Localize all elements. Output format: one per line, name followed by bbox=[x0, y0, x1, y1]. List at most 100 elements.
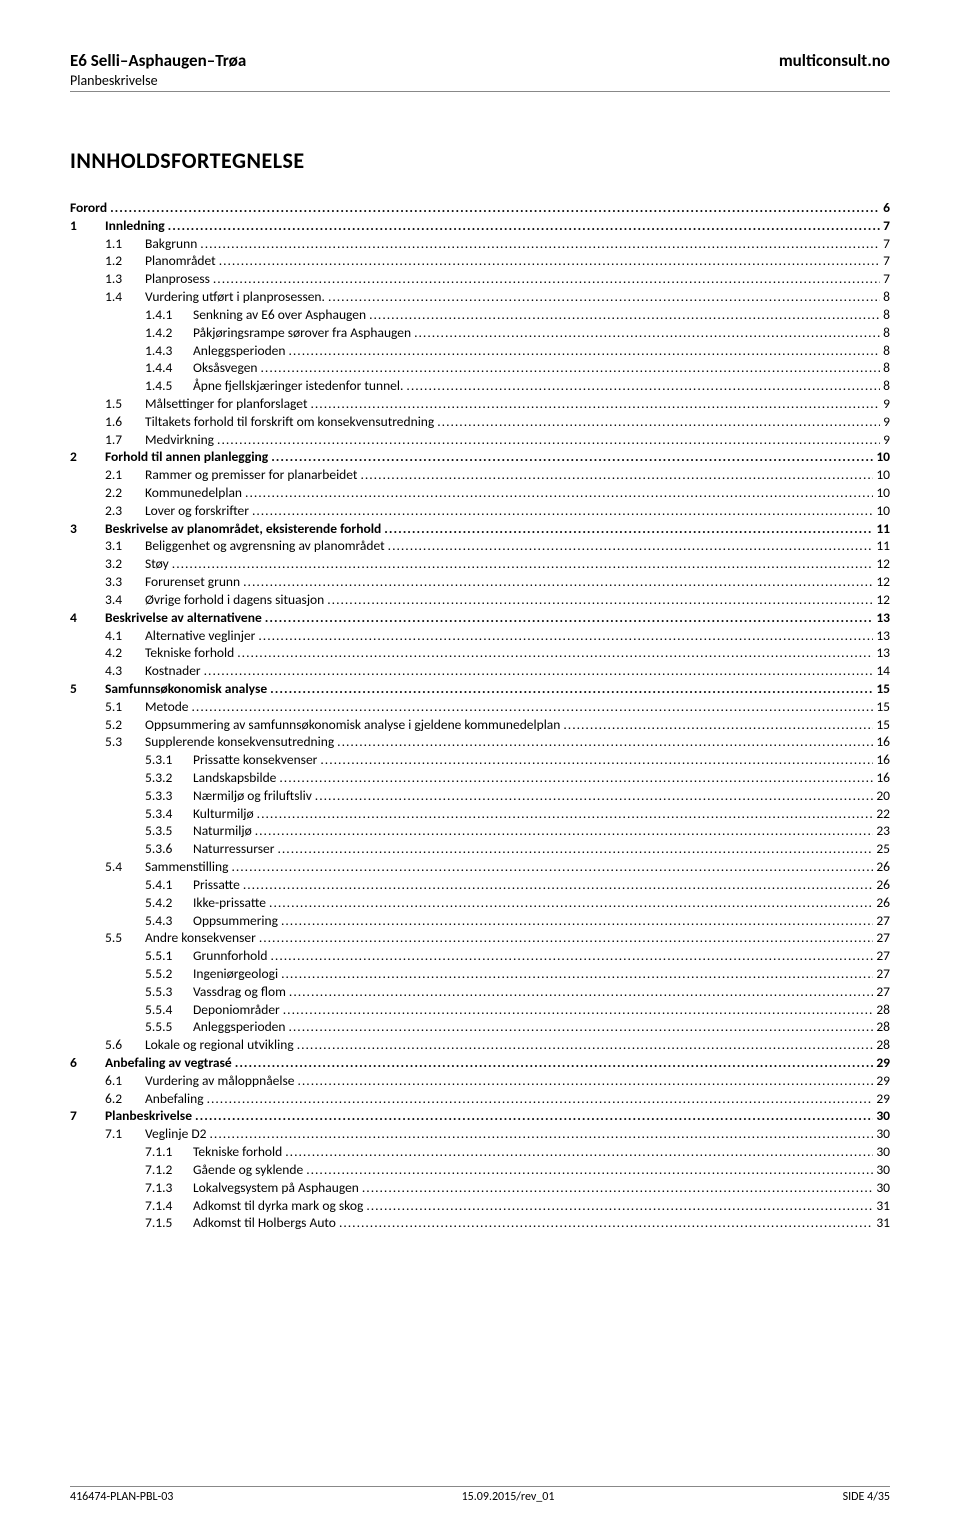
toc-entry-number: 6 bbox=[70, 1054, 105, 1072]
toc-entry-page: 26 bbox=[876, 876, 890, 894]
toc-entry-number: 7.1.4 bbox=[145, 1197, 193, 1215]
footer-docref: 416474-PLAN-PBL-03 bbox=[70, 1490, 173, 1504]
toc-entry: 1.4.1Senkning av E6 over Asphaugen8 bbox=[70, 306, 890, 324]
toc-entry: 5.5.5Anleggsperioden28 bbox=[70, 1018, 890, 1036]
toc-entry: 1.3Planprosess7 bbox=[70, 270, 890, 288]
toc-entry-number: 5.5.3 bbox=[145, 983, 193, 1001]
toc-entry-number: 4.1 bbox=[105, 627, 145, 645]
toc-leader-dots bbox=[285, 1143, 873, 1161]
toc-leader-dots bbox=[271, 947, 874, 965]
toc-entry-label: Sammenstilling bbox=[145, 858, 228, 876]
toc-entry-number: 1.4.4 bbox=[145, 359, 193, 377]
toc-entry-number: 3.3 bbox=[105, 573, 145, 591]
toc-entry-number: 5.4.3 bbox=[145, 912, 193, 930]
toc-leader-dots bbox=[258, 627, 873, 645]
toc-entry-label: Senkning av E6 over Asphaugen bbox=[193, 306, 366, 324]
toc-entry: 5.5.3Vassdrag og flom27 bbox=[70, 983, 890, 1001]
header-title: E6 Selli–Asphaugen–Trøa bbox=[70, 50, 246, 71]
footer-page: SIDE 4/35 bbox=[843, 1490, 890, 1504]
toc-leader-dots bbox=[310, 395, 880, 413]
toc-entry-page: 28 bbox=[876, 1036, 890, 1054]
toc-entry-page: 9 bbox=[883, 413, 890, 431]
toc-entry-number: 5.3.2 bbox=[145, 769, 193, 787]
toc-entry-page: 30 bbox=[876, 1161, 890, 1179]
page-header: E6 Selli–Asphaugen–Trøa Planbeskrivelse … bbox=[70, 50, 890, 92]
toc-entry-page: 14 bbox=[876, 662, 890, 680]
toc-leader-dots bbox=[328, 288, 880, 306]
toc-leader-dots bbox=[437, 413, 880, 431]
toc-entry-number: 5.5.2 bbox=[145, 965, 193, 983]
toc-entry-page: 11 bbox=[876, 520, 890, 538]
toc-entry: 5Samfunnsøkonomisk analyse15 bbox=[70, 680, 890, 698]
toc-heading: INNHOLDSFORTEGNELSE bbox=[70, 147, 890, 174]
toc-leader-dots bbox=[269, 894, 873, 912]
toc-leader-dots bbox=[315, 787, 874, 805]
toc-entry-page: 26 bbox=[876, 858, 890, 876]
toc-entry-label: Vurdering utført i planprosessen. bbox=[145, 288, 325, 306]
toc-entry: 4.1Alternative veglinjer13 bbox=[70, 627, 890, 645]
toc-entry: 1.4.4Oksåsvegen8 bbox=[70, 359, 890, 377]
toc-entry-number: 3.1 bbox=[105, 537, 145, 555]
toc-entry-number: 3.4 bbox=[105, 591, 145, 609]
toc-entry: 2.3Lover og forskrifter10 bbox=[70, 502, 890, 520]
toc-list: Forord61Innledning71.1Bakgrunn71.2Planom… bbox=[70, 199, 890, 1232]
toc-entry-label: Tekniske forhold bbox=[193, 1143, 282, 1161]
toc-entry-number: 7.1.1 bbox=[145, 1143, 193, 1161]
toc-entry-number: 5.3.4 bbox=[145, 805, 193, 823]
toc-entry-number: 5.5.4 bbox=[145, 1001, 193, 1019]
toc-entry-label: Adkomst til dyrka mark og skog bbox=[193, 1197, 363, 1215]
toc-leader-dots bbox=[339, 1214, 873, 1232]
toc-entry: 5.1Metode15 bbox=[70, 698, 890, 716]
toc-entry: 3.4Øvrige forhold i dagens situasjon12 bbox=[70, 591, 890, 609]
toc-entry: 5.3.3Nærmiljø og friluftsliv20 bbox=[70, 787, 890, 805]
toc-entry: 5.3.6Naturressurser25 bbox=[70, 840, 890, 858]
toc-entry-number: 5.3.3 bbox=[145, 787, 193, 805]
toc-entry-label: Oppsummering av samfunnsøkonomisk analys… bbox=[145, 716, 560, 734]
toc-leader-dots bbox=[414, 324, 880, 342]
toc-entry-label: Gående og syklende bbox=[193, 1161, 303, 1179]
toc-entry-page: 30 bbox=[876, 1179, 890, 1197]
toc-entry-label: Planprosess bbox=[145, 270, 210, 288]
toc-entry-label: Kulturmiljø bbox=[193, 805, 254, 823]
toc-entry-page: 8 bbox=[883, 377, 890, 395]
toc-entry: 1.4.2Påkjøringsrampe sørover fra Asphaug… bbox=[70, 324, 890, 342]
toc-entry: 5.4Sammenstilling26 bbox=[70, 858, 890, 876]
toc-entry-label: Ingeniørgeologi bbox=[193, 965, 278, 983]
toc-entry-page: 10 bbox=[876, 502, 890, 520]
toc-entry-page: 16 bbox=[876, 733, 890, 751]
toc-entry-page: 11 bbox=[876, 537, 890, 555]
toc-leader-dots bbox=[231, 858, 873, 876]
toc-entry-page: 7 bbox=[883, 217, 890, 235]
toc-leader-dots bbox=[204, 662, 874, 680]
toc-entry-number: 6.1 bbox=[105, 1072, 145, 1090]
toc-leader-dots bbox=[255, 822, 874, 840]
toc-entry-label: Supplerende konsekvensutredning bbox=[145, 733, 334, 751]
toc-leader-dots bbox=[306, 1161, 873, 1179]
toc-entry-page: 28 bbox=[876, 1001, 890, 1019]
toc-entry: 5.4.2Ikke-prissatte26 bbox=[70, 894, 890, 912]
toc-entry: 5.3.5Naturmiljø23 bbox=[70, 822, 890, 840]
toc-entry: 1.4.5Åpne fjellskjæringer istedenfor tun… bbox=[70, 377, 890, 395]
toc-entry: 7.1Veglinje D230 bbox=[70, 1125, 890, 1143]
toc-entry-number: 2.1 bbox=[105, 466, 145, 484]
toc-entry-label: Vassdrag og flom bbox=[193, 983, 286, 1001]
toc-entry-page: 9 bbox=[883, 431, 890, 449]
toc-leader-dots bbox=[259, 929, 874, 947]
toc-entry-label: Øvrige forhold i dagens situasjon bbox=[145, 591, 324, 609]
header-subtitle: Planbeskrivelse bbox=[70, 72, 246, 89]
toc-entry-page: 7 bbox=[883, 270, 890, 288]
toc-entry-number: 5.3 bbox=[105, 733, 145, 751]
toc-entry-label: Prissatte bbox=[193, 876, 240, 894]
toc-entry-label: Adkomst til Holbergs Auto bbox=[193, 1214, 336, 1232]
toc-entry-label: Ikke-prissatte bbox=[193, 894, 266, 912]
toc-leader-dots bbox=[213, 270, 880, 288]
toc-leader-dots bbox=[388, 537, 874, 555]
toc-entry-page: 29 bbox=[876, 1072, 890, 1090]
toc-leader-dots bbox=[279, 769, 873, 787]
toc-entry-number: 1.4.5 bbox=[145, 377, 193, 395]
toc-entry-label: Veglinje D2 bbox=[145, 1125, 207, 1143]
toc-entry-label: Beliggenhet og avgrensning av planområde… bbox=[145, 537, 385, 555]
toc-entry-number: 7.1 bbox=[105, 1125, 145, 1143]
toc-entry: 5.4.1Prissatte26 bbox=[70, 876, 890, 894]
toc-entry-page: 9 bbox=[883, 395, 890, 413]
